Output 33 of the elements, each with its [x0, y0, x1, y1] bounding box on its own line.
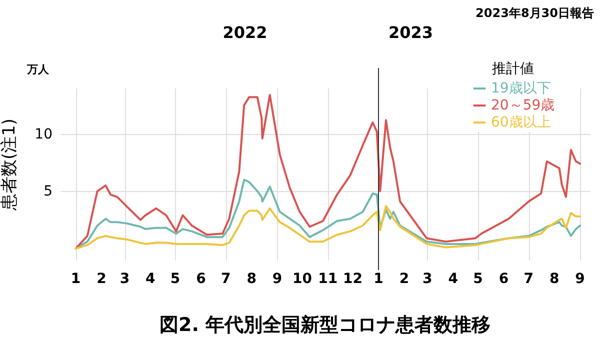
- legend-title: 推計値: [492, 61, 534, 77]
- x-tick-label: 9: [272, 271, 282, 287]
- x-tick-label: 1: [70, 271, 81, 287]
- x-tick-label: 7: [221, 271, 231, 287]
- x-tick-label: 10: [292, 271, 312, 287]
- x-tick-label: 3: [422, 271, 432, 287]
- text: 図2. 年代別全国新型コロナ患者数推移: [159, 314, 491, 336]
- x-tick-label: 4: [448, 271, 458, 287]
- legend-label: 20～59歳: [491, 98, 555, 114]
- line-series: [74, 205, 582, 250]
- x-tick-label: 8: [549, 271, 560, 287]
- x-tick-label: 6: [498, 271, 509, 287]
- x-tick-label: 5: [170, 271, 180, 287]
- x-tick-label: 2: [96, 271, 106, 287]
- text: 2023年8月30日報告: [476, 6, 594, 20]
- x-tick-label: 1: [374, 271, 384, 287]
- legend-label: 19歳以下: [491, 80, 551, 96]
- legend-label: 60歳以上: [491, 114, 551, 130]
- y-axis-title: 患者数(注1): [0, 118, 20, 212]
- text: 2022: [222, 23, 268, 42]
- x-tick-label: 7: [524, 271, 534, 287]
- ref-line-label: 2023: [388, 23, 434, 42]
- x-tick-label: 4: [146, 271, 156, 287]
- text: 万人: [26, 63, 50, 76]
- x-tick-label: 11: [318, 271, 338, 287]
- x-tick-label: 3: [120, 271, 130, 287]
- x-tick-label: 9: [575, 271, 585, 287]
- line-series: [74, 94, 582, 250]
- x-tick-label: 2: [399, 271, 410, 287]
- x-tick-label: 12: [343, 271, 363, 287]
- x-tick-label: 8: [246, 271, 256, 287]
- x-tick-label: 6: [196, 271, 206, 287]
- x-tick-label: 5: [473, 271, 483, 287]
